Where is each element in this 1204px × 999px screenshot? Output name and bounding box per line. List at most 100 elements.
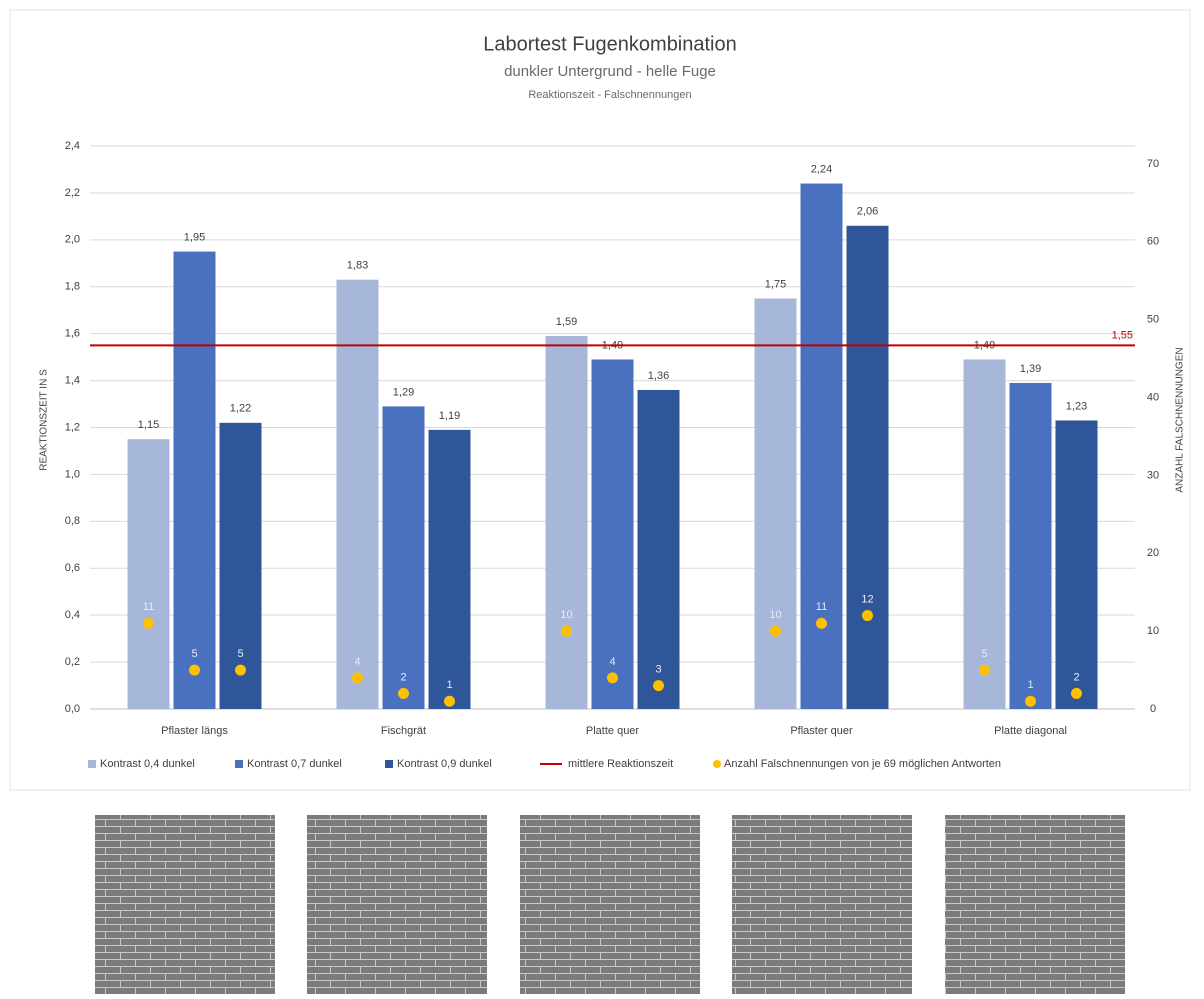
bar (173, 251, 216, 709)
legend-label: Kontrast 0,4 dunkel (100, 758, 195, 770)
error-count-dot (979, 664, 990, 676)
error-count-label: 2 (400, 671, 406, 683)
y-tick-label: 1,0 (65, 468, 80, 480)
x-tick-label: Platte diagonal (994, 725, 1067, 737)
error-count-label: 5 (981, 648, 987, 660)
legend-marker (235, 760, 243, 768)
y-tick-label: 0,2 (65, 656, 80, 668)
y-tick-label: 0,8 (65, 515, 80, 527)
bar (545, 336, 588, 709)
error-count-label: 5 (237, 648, 243, 660)
error-count-dot (1025, 695, 1036, 707)
y-tick-label: 0,4 (65, 609, 80, 621)
y-tick-label: 2,4 (65, 140, 80, 152)
y-tick-label: 2,0 (65, 234, 80, 246)
y2-tick-label: 40 (1147, 391, 1159, 403)
bar (591, 359, 634, 709)
chart-title: Labortest Fugenkombination (483, 33, 737, 55)
error-count-dot (189, 664, 200, 676)
error-count-label: 1 (1027, 679, 1033, 691)
error-count-label: 10 (560, 609, 572, 621)
error-count-dot (398, 687, 409, 699)
x-tick-label: Pflaster längs (161, 725, 228, 737)
y-tick-label: 1,8 (65, 281, 80, 293)
error-count-label: 1 (446, 679, 452, 691)
y-axis-label: REAKTIONSZEIT IN S (39, 369, 50, 471)
error-count-label: 10 (769, 609, 781, 621)
pattern-tiles (95, 815, 1125, 994)
y2-axis-label: ANZAHL FALSCHNENNUNGEN (1175, 347, 1186, 492)
error-count-label: 5 (191, 648, 197, 660)
bar (846, 225, 889, 709)
bar (127, 439, 170, 709)
bar (219, 422, 262, 709)
error-count-label: 3 (655, 664, 661, 676)
bar-value-label: 1,19 (439, 410, 460, 422)
legend-marker (385, 760, 393, 768)
bar (336, 279, 379, 709)
bar-value-label: 2,06 (857, 206, 878, 218)
chart-subtitle: dunkler Untergrund - helle Fuge (504, 63, 716, 80)
y-tick-label: 0,0 (65, 703, 80, 715)
bar (963, 359, 1006, 709)
y-tick-label: 1,4 (65, 374, 80, 386)
error-count-label: 11 (143, 601, 154, 613)
bar (382, 406, 425, 709)
bar-value-label: 1,95 (184, 231, 205, 243)
error-count-label: 4 (609, 656, 615, 668)
y-tick-label: 0,6 (65, 562, 80, 574)
bar (637, 389, 680, 709)
error-count-label: 12 (861, 593, 873, 605)
error-count-label: 4 (354, 656, 360, 668)
legend-marker (713, 760, 721, 768)
error-count-dot (653, 680, 664, 692)
error-count-dot (816, 617, 827, 629)
chart-subsubtitle: Reaktionszeit - Falschnennungen (528, 89, 691, 101)
bar-value-label: 2,24 (811, 163, 832, 175)
bar (428, 429, 471, 709)
x-tick-label: Platte quer (586, 725, 640, 737)
tile (307, 815, 487, 994)
tile (520, 815, 700, 994)
y2-tick-label: 0 (1150, 703, 1156, 715)
bar-value-label: 1,22 (230, 403, 251, 415)
legend-label: Kontrast 0,9 dunkel (397, 758, 492, 770)
mean-label: 1,55 (1112, 329, 1133, 341)
bar (1055, 420, 1098, 709)
bar-value-label: 1,23 (1066, 400, 1087, 412)
error-count-dot (352, 672, 363, 684)
bar (754, 298, 797, 709)
bar-value-label: 1,59 (556, 316, 577, 328)
tile (945, 815, 1125, 994)
bar-value-label: 1,36 (648, 370, 669, 382)
tile (95, 815, 275, 994)
legend-label: Kontrast 0,7 dunkel (247, 758, 342, 770)
y2-tick-label: 70 (1147, 158, 1159, 170)
y2-tick-label: 30 (1147, 469, 1159, 481)
legend-marker (88, 760, 96, 768)
error-count-dot (607, 672, 618, 684)
y-tick-label: 1,2 (65, 421, 80, 433)
bar-value-label: 1,83 (347, 260, 368, 272)
bar-value-label: 1,15 (138, 419, 159, 431)
y-tick-label: 2,2 (65, 187, 80, 199)
bar-value-label: 1,39 (1020, 363, 1041, 375)
tile (732, 815, 912, 994)
y-tick-label: 1,6 (65, 328, 80, 340)
y2-tick-label: 60 (1147, 236, 1159, 248)
x-tick-label: Pflaster quer (790, 725, 853, 737)
bar (800, 183, 843, 710)
error-count-label: 11 (816, 601, 827, 613)
error-count-dot (143, 617, 154, 629)
error-count-dot (1071, 687, 1082, 699)
y2-tick-label: 20 (1147, 547, 1159, 559)
y2-tick-label: 10 (1147, 625, 1159, 637)
y2-tick-label: 50 (1147, 314, 1159, 326)
x-tick-label: Fischgrät (381, 725, 426, 737)
bar-value-label: 1,75 (765, 278, 786, 290)
error-count-dot (770, 625, 781, 637)
bar (1009, 382, 1052, 709)
error-count-label: 2 (1073, 671, 1079, 683)
legend-label: mittlere Reaktionszeit (568, 758, 673, 770)
